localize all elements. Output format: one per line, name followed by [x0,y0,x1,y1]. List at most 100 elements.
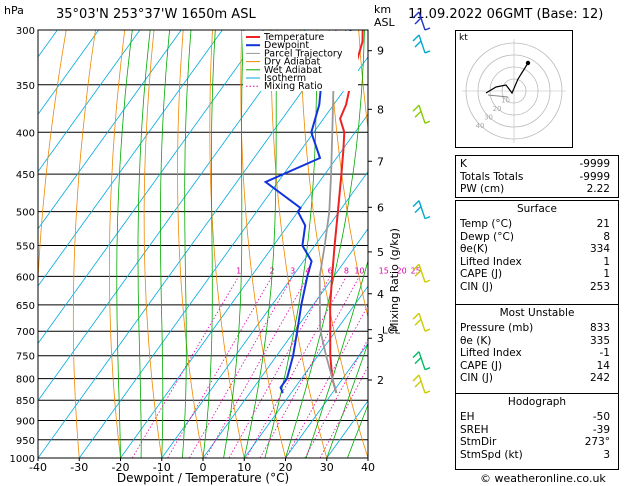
indices-row-label: K [460,158,467,170]
indices-row: θe (K) 335 [456,335,618,348]
pressure-tick-label: 750 [16,352,35,363]
isotherm-line [120,113,368,458]
indices-row: Totals Totals -9999 [456,171,618,184]
isotherm-line [38,30,100,115]
indices-row-label: CAPE (J) [460,268,503,281]
indices-row-value: -50 [592,411,610,423]
wet-adiabat-line [347,403,368,458]
indices-row-value: 14 [596,359,610,372]
x-tick-label: 10 [237,461,251,474]
isotherm-line [243,285,368,458]
wet-adiabat-line [202,30,216,458]
x-tick-label: -40 [29,461,47,474]
indices-row-label: StmSpd (kt) [460,448,523,461]
km-tick-label: 9 [377,45,384,58]
dry-adiabat-line [240,30,286,458]
indices-section-title: Most Unstable [499,307,575,319]
indices-row-value: -1 [599,347,610,360]
indices-row-label: Totals Totals [460,170,524,183]
indices-row: StmDir 273° [456,436,618,449]
wet-adiabat-line [285,30,365,458]
legend-box [243,31,358,91]
wind-barb-icon [412,351,431,371]
date-title: 11.09.2022 06GMT (Base: 12) [408,7,604,22]
wet-adiabat-line [305,259,368,458]
hodograph-ring-label: 20 [493,105,502,113]
mixing-ratio-tick-label: 4 [305,266,310,275]
pressure-tick-label: 1000 [10,454,35,465]
km-tick-label: 4 [377,288,384,301]
indices-row-value: -9999 [579,158,610,170]
indices-row-value: 273° [584,436,610,449]
mixing-ratio-tick-label: 2 [270,266,275,275]
wind-barb-icon [412,34,431,54]
wet-adiabat-line [223,30,244,458]
isotherm-line [161,170,368,458]
hodograph-units: kt [459,33,468,43]
x-axis-title: Dewpoint / Temperature (°C) [117,471,289,485]
km-tick-label: 3 [377,332,384,345]
pressure-tick-label: 850 [16,396,35,407]
indices-row-label: EH [460,411,475,423]
hodograph-ring-label: 40 [476,122,485,130]
indices-row-value: 833 [589,322,610,334]
wind-barb-icon [412,104,431,124]
location-title: 35°03'N 253°37'W 1650m ASL [56,7,256,22]
wet-adiabat-line [116,30,133,458]
isotherm-line [38,30,141,173]
dry-adiabat-line [299,30,368,458]
km-tick-label: 8 [377,103,384,116]
mixing-ratio-line [246,276,347,458]
wet-adiabat-line [159,30,170,458]
lcl-label: LCL [382,326,401,337]
dry-adiabat-line [329,30,368,319]
indices-row-value: -39 [592,423,610,436]
wind-barb-icon [412,312,431,332]
indices-row: θe(K) 334 [456,243,618,256]
mixing-ratio-line [189,276,294,458]
indices-row-label: PW (cm) [460,183,505,196]
indices-row-label: Pressure (mb) [460,322,534,334]
indices-row: Lifted Index 1 [456,256,618,269]
pressure-tick-label: 800 [16,375,35,386]
indices-row: StmSpd (kt) 3 [456,449,618,462]
indices-row-label: CIN (J) [460,281,493,293]
legend-label: Dewpoint [264,40,309,51]
pressure-tick-label: 400 [16,128,35,139]
legend-label: Wet Adiabat [264,65,322,76]
mixing-ratio-line [131,276,240,458]
km-label: km [374,3,392,16]
km-tick-label: 6 [377,201,384,214]
indices-row-label: Lifted Index [460,255,522,268]
dry-adiabat-line [177,30,204,458]
indices-row-value: 334 [589,243,610,256]
wind-barb-icon [412,263,431,283]
isotherm-line [78,56,368,458]
dry-adiabat-line [109,30,126,458]
dry-adiabat-line [358,30,368,132]
wet-adiabat-line [182,30,192,458]
mixing-ratio-line [205,276,309,458]
wet-adiabat-line [264,30,318,458]
km-tick-label: 7 [377,155,384,168]
legend-label: Mixing Ratio [264,81,323,92]
indices-row: Temp (°C) 21 [456,218,618,231]
dry-adiabat-line [38,30,67,458]
isotherm-line [38,30,223,287]
pressure-tick-label: 900 [16,417,35,428]
credit-footer: © weatheronline.co.uk [480,472,606,485]
indices-row-value: 1 [603,255,610,268]
indices-row-label: θe(K) [460,243,488,256]
mixing-ratio-line [228,276,331,458]
indices-row-label: Dewp (°C) [460,230,514,243]
indices-row: K -9999 [456,158,618,171]
indices-row: SREH -39 [456,424,618,437]
wind-barb-icon [412,200,431,220]
indices-row-value: 1 [603,268,610,281]
legend-label: Parcel Trajectory [264,48,343,59]
indices-row: PW (cm) 2.22 [456,183,618,196]
hodograph-ring-label: 30 [484,113,493,121]
pressure-tick-label: 500 [16,208,35,219]
